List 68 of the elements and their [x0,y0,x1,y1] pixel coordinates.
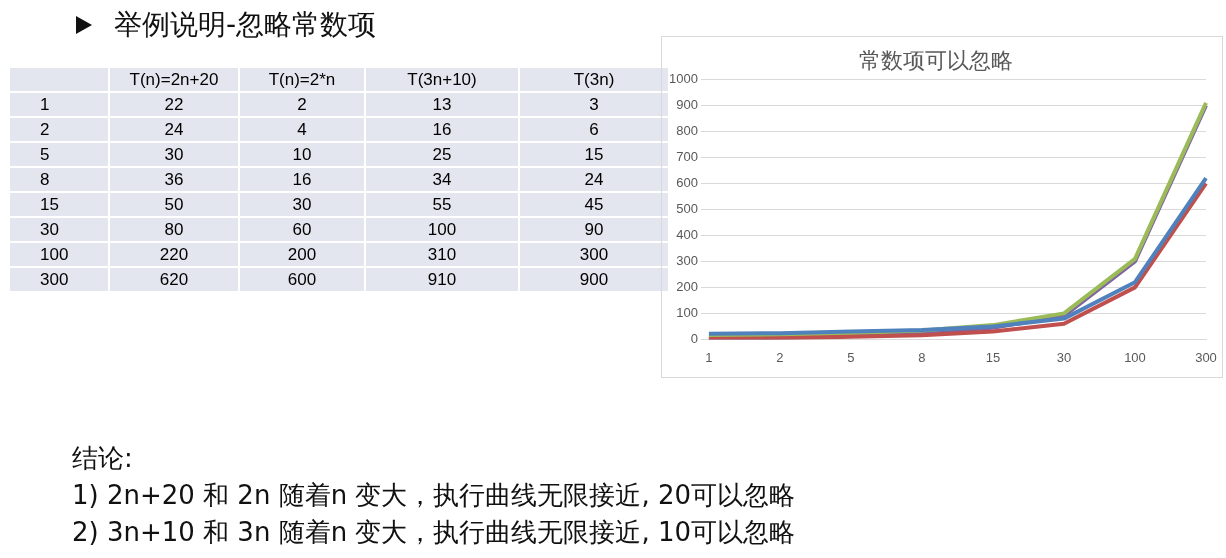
text: 1 [9,92,109,117]
data-label: 220 [109,242,239,267]
y-tick-label: 0 [690,330,698,346]
data-label: 600 [239,267,365,292]
data-label: 13 [365,92,519,117]
data-label: 100 [365,217,519,242]
text: 15 [9,192,109,217]
data-label: 16 [239,167,365,192]
x-tick-label: 8 [918,349,926,365]
y-tick-label: 800 [676,122,698,138]
data-label: 620 [109,267,239,292]
x-tick-label: 300 [1195,349,1217,365]
data-label: 60 [239,217,365,242]
data-label: 30 [109,142,239,167]
text: 2) 3n+10 和 3n 随着n 变大，执行曲线无限接近, 10可以忽略 [72,516,796,549]
category-label: T(3n) [519,67,669,92]
category-label: T(3n+10) [365,67,519,92]
data-label: 24 [519,167,669,192]
data-label: 10 [239,142,365,167]
y-tick-label: 700 [676,148,698,164]
x-tick-label: 15 [985,349,1001,365]
data-label: 90 [519,217,669,242]
data-label: 24 [109,117,239,142]
y-tick-label: 200 [676,278,698,294]
data-label: 55 [365,192,519,217]
text: 2 [9,117,109,142]
y-tick-label: 100 [676,304,698,320]
data-label: 2 [239,92,365,117]
x-tick-label: 2 [776,349,784,365]
data-label: 3 [519,92,669,117]
y-tick-label: 500 [676,200,698,216]
data-label: 34 [365,167,519,192]
data-label: 6 [519,117,669,142]
text: 1) 2n+20 和 2n 随着n 变大，执行曲线无限接近, 20可以忽略 [72,479,796,512]
data-label: 310 [365,242,519,267]
x-tick-label: 30 [1056,349,1072,365]
data-label: 15 [519,142,669,167]
chart-title: 常数项可以忽略 [859,47,1013,73]
category-label: T(n)=2n+20 [109,67,239,92]
data-label: 200 [239,242,365,267]
data-label: 910 [365,267,519,292]
category-label: T(n)=2*n [239,67,365,92]
data-label: 36 [109,167,239,192]
text: 举例说明-忽略常数项 [114,7,377,43]
data-label: 900 [519,267,669,292]
data-label: 22 [109,92,239,117]
y-tick-label: 400 [676,226,698,242]
x-tick-label: 1 [705,349,713,365]
text: 30 [9,217,109,242]
x-tick-label: 5 [847,349,855,365]
text: 结论: [72,442,134,475]
data-label: 80 [109,217,239,242]
text: 100 [9,242,109,267]
data-label: 30 [239,192,365,217]
data-label: 25 [365,142,519,167]
y-tick-label: 300 [676,252,698,268]
y-tick-label: 600 [676,174,698,190]
data-label: 45 [519,192,669,217]
y-tick-label: 1000 [669,70,698,86]
text: 8 [9,167,109,192]
text: 300 [9,267,109,292]
data-label: 300 [519,242,669,267]
y-tick-label: 900 [676,96,698,112]
data-label: 16 [365,117,519,142]
data-label: 50 [109,192,239,217]
x-tick-label: 100 [1124,349,1146,365]
data-label: 4 [239,117,365,142]
text: 5 [9,142,109,167]
